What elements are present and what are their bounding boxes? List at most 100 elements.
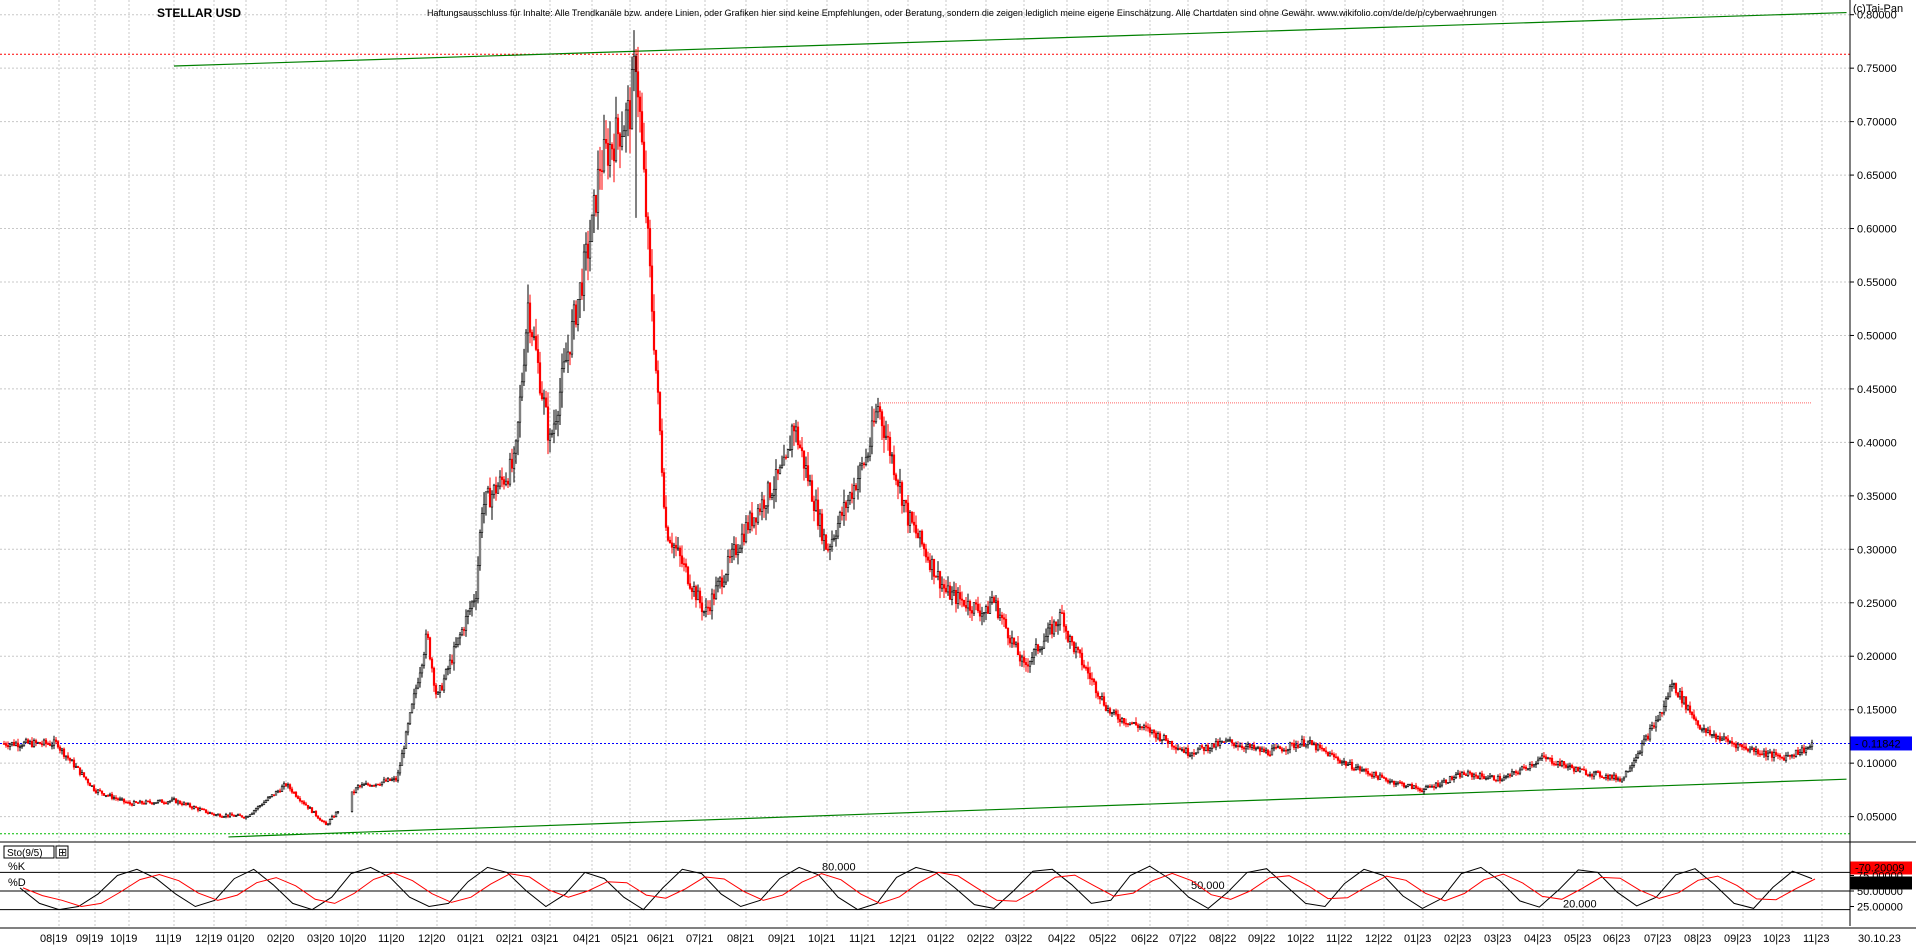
candle-body	[208, 812, 212, 814]
candle-body	[636, 71, 640, 98]
candle-body	[454, 644, 458, 648]
plus-icon: ⊞	[58, 847, 67, 859]
candle-body	[88, 782, 92, 787]
candle-body	[1202, 746, 1206, 751]
candle-body	[788, 449, 792, 451]
candle-body	[1524, 766, 1528, 769]
expand-indicator-button[interactable]	[55, 845, 69, 859]
candle-body	[44, 739, 48, 744]
candle-body	[590, 214, 594, 242]
candle-body	[1688, 705, 1692, 713]
candle-body	[114, 797, 118, 799]
candle-body	[190, 806, 194, 809]
current-price-label: - 0.11842	[1855, 738, 1901, 750]
candle-body	[1028, 661, 1032, 667]
candle-body	[662, 472, 666, 508]
candle-body	[318, 817, 322, 821]
candle-body	[1472, 774, 1476, 778]
candle-body	[260, 804, 264, 807]
candle-body	[400, 753, 404, 766]
candle-body	[280, 786, 284, 792]
candle-body	[394, 777, 398, 781]
candle-body	[512, 452, 516, 469]
candle-body	[1606, 774, 1610, 780]
candle-body	[1728, 741, 1732, 743]
candle-body	[1246, 744, 1250, 747]
candle-body	[428, 637, 432, 660]
candle-body	[520, 381, 524, 398]
candle-body	[576, 299, 580, 325]
candle-body	[1232, 742, 1236, 747]
candle-body	[1242, 747, 1246, 750]
candle-body	[1726, 738, 1730, 742]
candle-body	[1000, 614, 1004, 619]
candle-body	[1528, 764, 1532, 769]
candle-body	[1802, 747, 1806, 753]
x-tick-label: 02|23	[1444, 933, 1471, 945]
candle-body	[424, 633, 428, 655]
candle-body	[948, 585, 952, 600]
candle-body	[952, 589, 956, 593]
candle-body	[234, 815, 238, 817]
y-tick-label: 0.40000	[1857, 437, 1897, 449]
x-tick-label: 05|23	[1564, 933, 1591, 945]
candle-body	[1420, 790, 1424, 793]
candle-body	[800, 447, 804, 452]
candle-body	[1540, 755, 1544, 759]
candle-body	[610, 144, 614, 150]
candle-body	[1042, 640, 1046, 649]
candle-body	[1118, 718, 1122, 723]
candle-body	[1686, 705, 1690, 710]
candle-body	[1062, 612, 1066, 627]
candle-body	[1338, 760, 1342, 764]
indicator-tab[interactable]	[3, 845, 55, 859]
candle-body	[718, 577, 722, 582]
candle-body	[1218, 741, 1222, 746]
candle-body	[864, 456, 868, 465]
candle-body	[1280, 748, 1284, 752]
candle-body	[1196, 748, 1200, 754]
y-tick-label: 0.50000	[1857, 330, 1897, 342]
candle-body	[298, 798, 302, 802]
candle-body	[152, 802, 156, 805]
candle-body	[622, 130, 626, 137]
candle-body	[866, 455, 870, 458]
candle-body	[54, 739, 58, 742]
candle-body	[1342, 761, 1346, 763]
candle-body	[1348, 761, 1352, 765]
candle-body	[1282, 749, 1286, 752]
candle-body	[694, 586, 698, 601]
candle-body	[1122, 717, 1126, 724]
candle-body	[772, 488, 776, 496]
candle-body	[1446, 782, 1450, 784]
candle-body	[720, 577, 724, 587]
candle-body	[832, 538, 836, 540]
candle-body	[774, 469, 778, 490]
candle-body	[1006, 627, 1010, 639]
candle-body	[1768, 751, 1772, 754]
candle-body	[1004, 618, 1008, 629]
candle-body	[1142, 725, 1146, 728]
candle-body	[1200, 745, 1204, 748]
candle-body	[540, 392, 544, 400]
candle-body	[1682, 696, 1686, 704]
candle-body	[912, 521, 916, 526]
candle-body	[1188, 754, 1192, 757]
candle-body	[526, 302, 530, 334]
candle-body	[178, 800, 182, 804]
candle-body	[20, 745, 24, 748]
candle-body	[684, 563, 688, 568]
candle-body	[1310, 740, 1314, 745]
candle-body	[352, 791, 356, 794]
candle-body	[336, 811, 340, 813]
candle-body	[862, 463, 866, 466]
candle-body	[486, 487, 490, 493]
candle-body	[1734, 743, 1738, 749]
candle-body	[70, 759, 74, 762]
candle-body	[700, 602, 704, 613]
candle-body	[628, 100, 632, 130]
candle-body	[1486, 777, 1490, 780]
candle-body	[1794, 749, 1798, 757]
candle-body	[1182, 749, 1186, 753]
